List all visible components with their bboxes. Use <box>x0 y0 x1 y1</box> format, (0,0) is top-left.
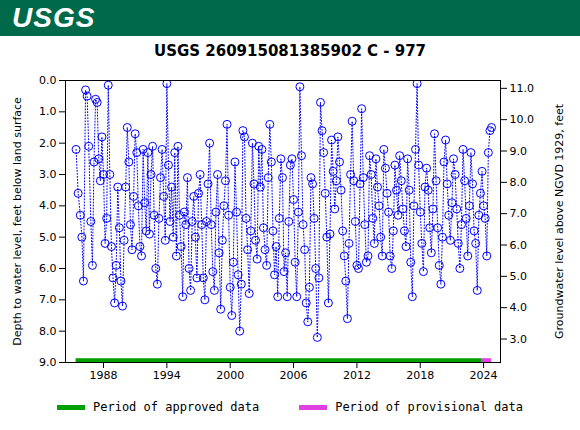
svg-text:2000: 2000 <box>216 369 244 382</box>
svg-text:8.0: 8.0 <box>510 176 528 189</box>
svg-text:3.0: 3.0 <box>39 168 57 181</box>
svg-text:8.0: 8.0 <box>39 325 57 338</box>
svg-text:6.0: 6.0 <box>510 239 528 252</box>
svg-text:10.0: 10.0 <box>510 113 535 126</box>
svg-text:11.0: 11.0 <box>510 82 535 95</box>
svg-text:1988: 1988 <box>90 369 118 382</box>
svg-text:0.0: 0.0 <box>39 74 57 87</box>
svg-text:Groundwater level above NGVD 1: Groundwater level above NGVD 1929, feet <box>553 103 566 339</box>
svg-text:5.0: 5.0 <box>39 231 57 244</box>
svg-text:9.0: 9.0 <box>510 145 528 158</box>
svg-text:6.0: 6.0 <box>39 262 57 275</box>
svg-text:4.0: 4.0 <box>510 301 528 314</box>
svg-text:7.0: 7.0 <box>510 207 528 220</box>
svg-text:2.0: 2.0 <box>39 137 57 150</box>
html-text:USGS: USGS <box>12 2 96 33</box>
svg-text:7.0: 7.0 <box>39 293 57 306</box>
svg-text:1.0: 1.0 <box>39 105 57 118</box>
svg-text:2024: 2024 <box>470 369 498 382</box>
svg-text:Depth to water level, feet bel: Depth to water level, feet below land su… <box>11 97 24 346</box>
svg-text:4.0: 4.0 <box>39 199 57 212</box>
html-text:Period of approved data: Period of approved data <box>93 400 260 414</box>
html-text:Period of provisional data: Period of provisional data <box>335 400 523 414</box>
svg-text:5.0: 5.0 <box>510 270 528 283</box>
svg-text:2018: 2018 <box>406 369 434 382</box>
svg-text:2012: 2012 <box>343 369 371 382</box>
svg-text:3.0: 3.0 <box>510 333 528 346</box>
html-text:USGS 260915081385902 C - 977: USGS 260915081385902 C - 977 <box>154 42 426 60</box>
svg-text:1994: 1994 <box>153 369 181 382</box>
svg-text:9.0: 9.0 <box>39 356 57 369</box>
svg-text:2006: 2006 <box>280 369 308 382</box>
